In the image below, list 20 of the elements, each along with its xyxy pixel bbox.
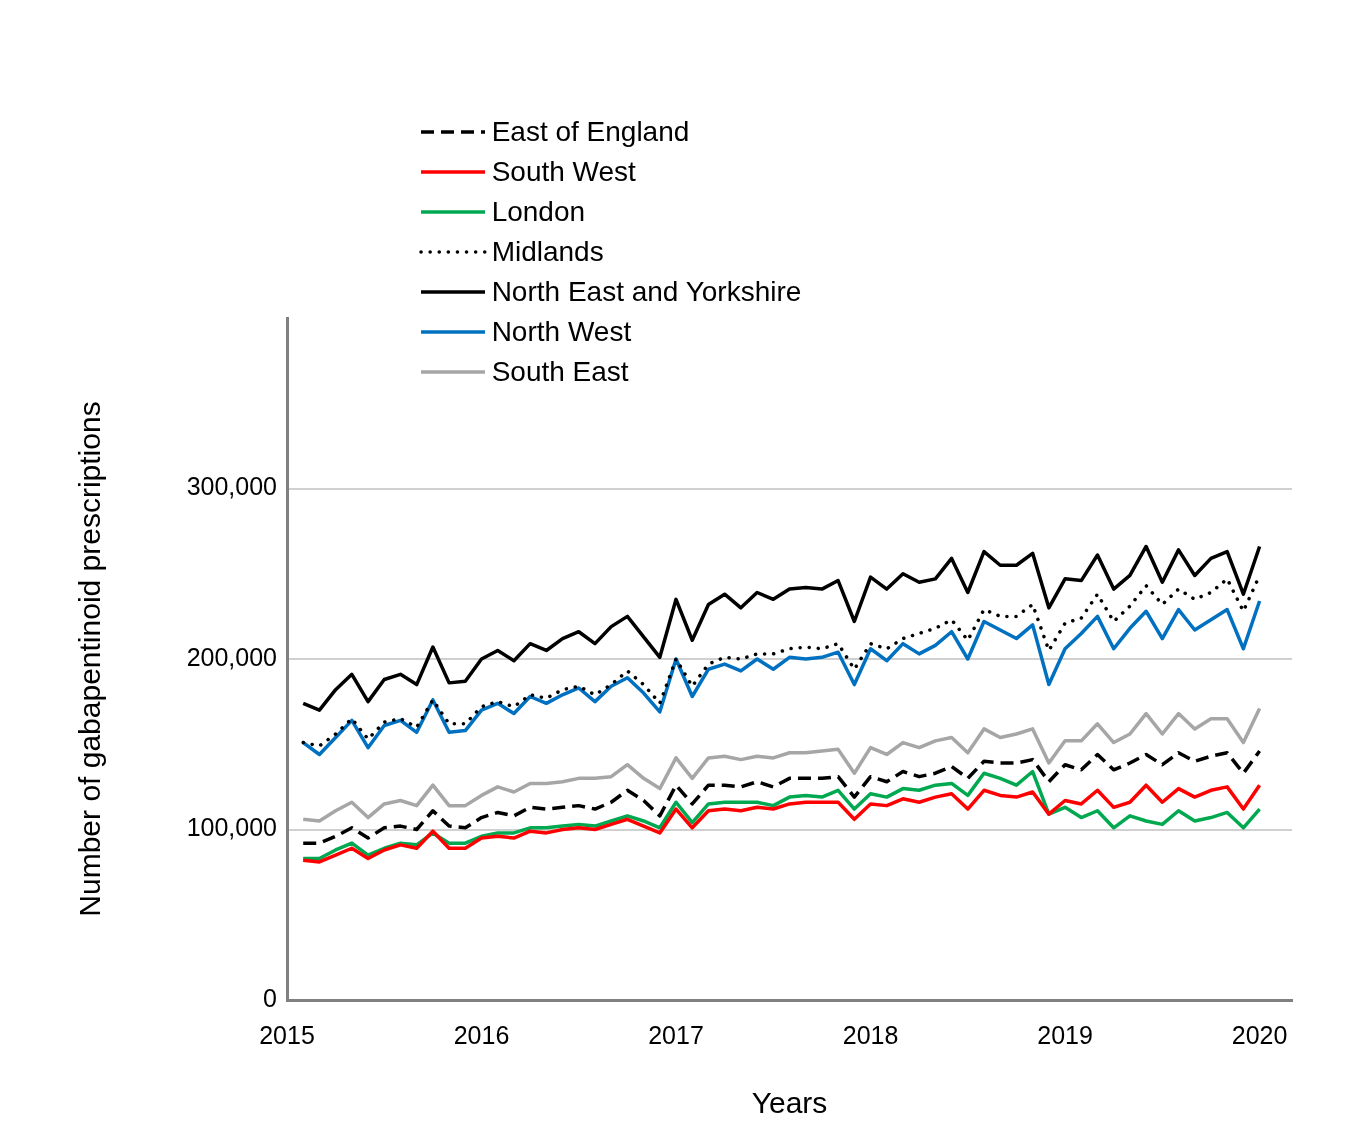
legend-label: Midlands — [491, 236, 604, 268]
legend-label: South West — [491, 156, 636, 188]
legend-label: London — [491, 196, 586, 228]
y-tick-label: 100,000 — [186, 813, 277, 842]
legend-label: South East — [491, 356, 629, 388]
x-tick-label: 2020 — [1231, 1020, 1288, 1049]
legend-label: East of England — [491, 116, 690, 148]
x-tick-label: 2019 — [1037, 1020, 1093, 1049]
y-tick-label: 200,000 — [186, 642, 277, 671]
legend-label: North West — [491, 316, 632, 348]
y-tick-label: 0 — [263, 983, 277, 1012]
x-tick-label: 2016 — [453, 1020, 510, 1049]
x-tick-label: 2017 — [648, 1020, 704, 1049]
x-axis-title: Years — [751, 1086, 828, 1120]
x-tick-label: 2015 — [259, 1020, 315, 1049]
y-axis-title: Number of gabapentinoid prescriptions — [73, 401, 107, 917]
legend-label: North East and Yorkshire — [491, 276, 802, 308]
x-tick-label: 2018 — [842, 1020, 899, 1049]
y-tick-label: 300,000 — [186, 472, 277, 501]
line-series — [301, 749, 1262, 845]
